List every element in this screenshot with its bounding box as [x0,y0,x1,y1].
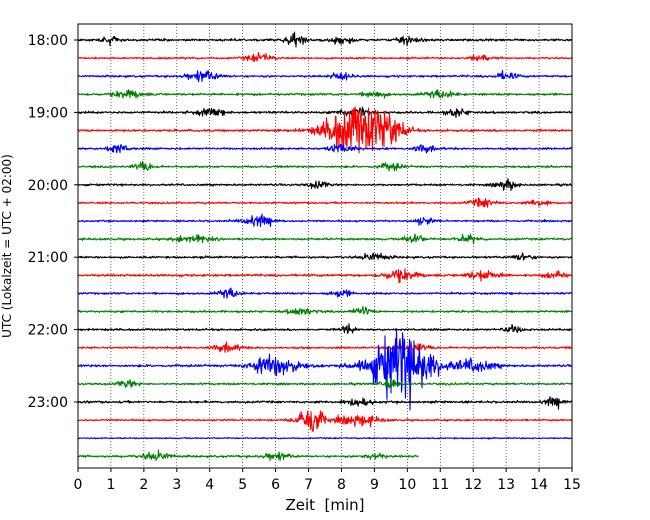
y-tick-label: 23:00 [28,395,68,411]
x-tick-label: 1 [106,477,115,493]
trace-1930 [77,143,573,154]
plot-background [78,24,572,468]
x-tick-label: 3 [172,477,181,493]
trace-2230 [77,328,573,411]
x-tick-label: 7 [304,477,313,493]
trace-2130 [77,287,573,299]
x-axis: 0 1 2 3 4 5 6 7 8 9 10 11 12 13 14 15 [74,468,581,493]
y-axis-title: UTC (Lokalzeit = UTC + 02:00) [0,154,14,338]
x-tick-label: 2 [139,477,148,493]
trace-1845 [77,89,573,99]
trace-2215 [77,341,573,353]
x-tick-label: 11 [431,477,449,493]
trace-2015 [77,197,573,208]
x-tick-label: 13 [497,477,515,493]
y-axis: 18:00 19:00 20:00 21:00 22:00 23:00 [28,33,78,411]
x-tick-label: 10 [398,477,416,493]
y-tick-label: 21:00 [28,250,68,266]
trace-2315 [77,410,573,433]
trace-1815 [77,52,573,62]
x-axis-title: Zeit [min] [285,496,364,514]
trace-1945 [77,161,573,172]
x-tick-label: 4 [205,477,214,493]
y-tick-label: 18:00 [28,33,68,49]
x-tick-label: 15 [563,477,581,493]
trace-1915 [77,106,573,154]
x-tick-label: 14 [530,477,548,493]
y-tick-label: 22:00 [28,323,68,339]
trace-2145 [77,306,573,316]
x-tick-label: 6 [271,477,280,493]
trace-1800 [77,31,573,48]
trace-2330 [77,436,573,440]
trace-2030 [77,213,573,228]
grid [110,24,540,468]
trace-2115 [77,268,573,284]
plot-frame [77,23,573,469]
x-tick-label: 5 [238,477,247,493]
trace-2045 [77,233,573,245]
y-tick-label: 19:00 [28,105,68,121]
x-tick-label: 12 [464,477,482,493]
x-tick-label: 0 [74,477,83,493]
trace-1830 [77,69,573,83]
trace-1900 [77,106,573,119]
x-tick-label: 9 [370,477,379,493]
y-tick-label: 20:00 [28,178,68,194]
trace-2245 [77,378,573,389]
trace-2345 [77,449,419,462]
trace-2100 [77,252,573,261]
trace-2000 [77,178,573,191]
trace-2300 [77,396,573,410]
seismogram-traces [77,31,573,462]
trace-2200 [77,323,573,335]
x-tick-label: 8 [337,477,346,493]
